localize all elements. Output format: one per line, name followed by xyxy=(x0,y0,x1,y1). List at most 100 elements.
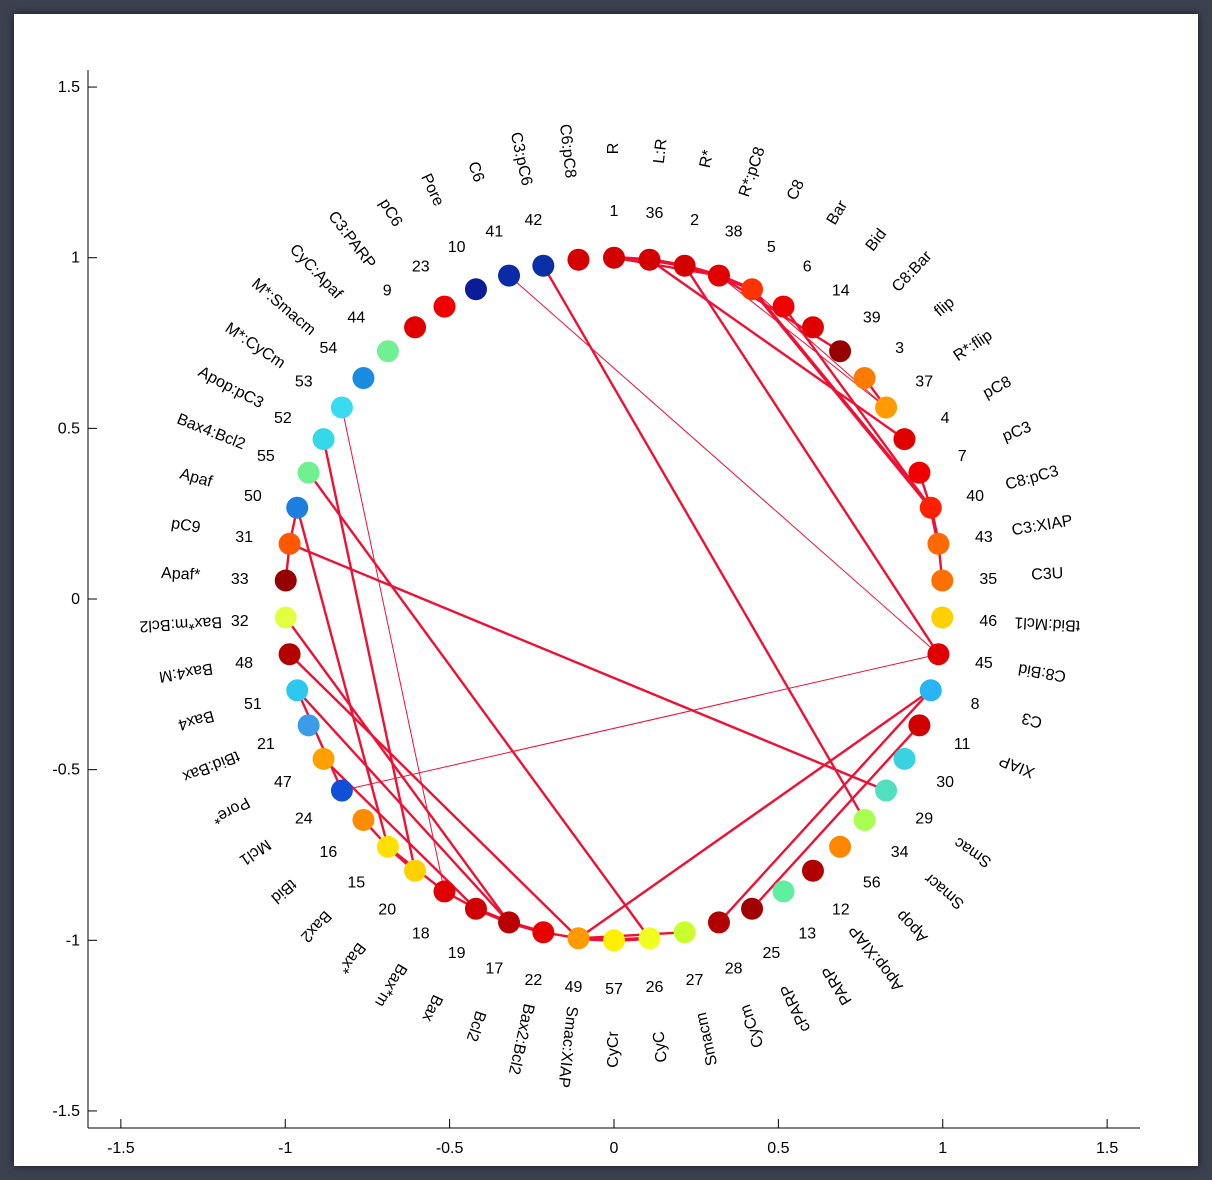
node-number: 57 xyxy=(605,981,623,998)
edge-line xyxy=(750,287,933,510)
edge-line xyxy=(296,689,344,792)
edge-line xyxy=(508,275,939,655)
node-dot xyxy=(330,396,353,419)
node-dot xyxy=(927,643,950,666)
node-label: Smacm xyxy=(693,1011,721,1068)
node-dot xyxy=(433,880,456,903)
node-number: 46 xyxy=(979,613,997,630)
node-label: Bax* xyxy=(335,939,369,976)
node-label: R xyxy=(605,143,622,155)
node-number: 24 xyxy=(295,810,313,827)
node-dot xyxy=(919,679,942,702)
edge-line xyxy=(322,437,417,872)
node-number: 52 xyxy=(274,410,292,427)
node-number: 33 xyxy=(231,571,249,588)
node-dot xyxy=(567,248,590,271)
node-dot xyxy=(875,396,898,419)
node-label: tBid:Mcl1 xyxy=(1014,613,1081,634)
node-label: Bax*m xyxy=(371,961,410,1010)
x-tick-label: 1.5 xyxy=(1096,1140,1118,1157)
node-number: 41 xyxy=(485,223,503,240)
node-label: Apop:XIAP xyxy=(846,921,907,994)
x-tick-label: 0.5 xyxy=(767,1140,789,1157)
node-dot xyxy=(297,714,320,737)
node-dot xyxy=(278,643,301,666)
edge-line xyxy=(750,724,921,910)
node-label: Pore xyxy=(417,171,447,209)
x-tick-label: -1.5 xyxy=(107,1140,135,1157)
node-dot xyxy=(893,747,916,770)
node-dot xyxy=(908,714,931,737)
edge-line xyxy=(284,616,511,924)
node-label: C8:pC3 xyxy=(1004,463,1061,494)
node-label: Bax4:M xyxy=(158,659,214,685)
node-dot xyxy=(875,779,898,802)
node-dot xyxy=(707,264,730,287)
node-label: R*:pC8 xyxy=(736,145,769,199)
edge-line xyxy=(782,305,932,509)
edge-line xyxy=(307,471,651,940)
node-label: pC9 xyxy=(170,515,202,537)
node-label: L:R xyxy=(651,138,671,165)
node-label: pC6 xyxy=(376,196,406,230)
node-number: 34 xyxy=(891,844,909,861)
y-tick-label: 1 xyxy=(71,250,80,267)
node-number: 3 xyxy=(895,340,904,357)
y-tick-label: -0.5 xyxy=(52,762,80,779)
node-number: 27 xyxy=(686,972,704,989)
node-number: 15 xyxy=(347,874,365,891)
node-dot xyxy=(532,921,555,944)
node-number: 19 xyxy=(448,945,466,962)
node-dot xyxy=(278,532,301,555)
node-dot xyxy=(638,927,661,950)
node-label: CyC:Apaf xyxy=(286,241,346,303)
node-label: Bax*m:Bcl2 xyxy=(139,613,223,634)
node-number: 51 xyxy=(244,696,262,713)
node-number: 6 xyxy=(803,259,812,276)
node-label: C6:pC8 xyxy=(556,123,579,179)
y-tick-label: -1.5 xyxy=(52,1103,80,1120)
node-number: 49 xyxy=(565,979,583,996)
node-dot xyxy=(404,859,427,882)
node-number: 31 xyxy=(235,529,253,546)
node-label: Bid xyxy=(863,226,891,255)
node-number: 47 xyxy=(274,774,292,791)
node-number: 21 xyxy=(257,736,275,753)
edge-line xyxy=(751,288,887,408)
node-number: 17 xyxy=(485,961,503,978)
node-number: 7 xyxy=(958,448,967,465)
node-label: R*:flip xyxy=(951,327,996,365)
node-number: 22 xyxy=(525,972,543,989)
node-dot xyxy=(772,295,795,318)
node-number: 18 xyxy=(412,925,430,942)
node-dot xyxy=(931,606,954,629)
nodes-layer xyxy=(274,246,954,952)
node-dot xyxy=(801,859,824,882)
node-number: 10 xyxy=(448,239,466,256)
node-dot xyxy=(376,835,399,858)
axes-layer: -1.5 -1 -0.5 0 0.5 1 1.5 -1.5 -1 -0.5 0 0.5 1 1.5 xyxy=(52,70,1140,1157)
node-label: CyC xyxy=(651,1031,671,1064)
node-label: Apaf* xyxy=(161,565,201,584)
x-tick-label: -0.5 xyxy=(436,1140,464,1157)
node-dot xyxy=(741,278,764,301)
node-dot xyxy=(853,808,876,831)
node-number: 45 xyxy=(975,655,993,672)
edge-line xyxy=(717,689,932,924)
node-dot xyxy=(801,316,824,339)
node-label: pC3 xyxy=(1000,419,1034,446)
edge-line xyxy=(577,931,686,940)
node-number: 40 xyxy=(966,488,984,505)
node-dot xyxy=(829,340,852,363)
node-label: cPARP xyxy=(778,982,815,1035)
node-dot xyxy=(931,569,954,592)
node-label: Bax4:Bcl2 xyxy=(174,411,247,454)
node-label: M*:Smacm xyxy=(248,275,319,339)
node-dot xyxy=(772,880,795,903)
node-label: C8:Bar xyxy=(889,247,936,295)
node-dot xyxy=(433,295,456,318)
node-label: CyCm xyxy=(737,1002,767,1050)
node-dot xyxy=(286,496,309,519)
node-label: Pore* xyxy=(209,793,252,827)
node-number: 48 xyxy=(235,655,253,672)
